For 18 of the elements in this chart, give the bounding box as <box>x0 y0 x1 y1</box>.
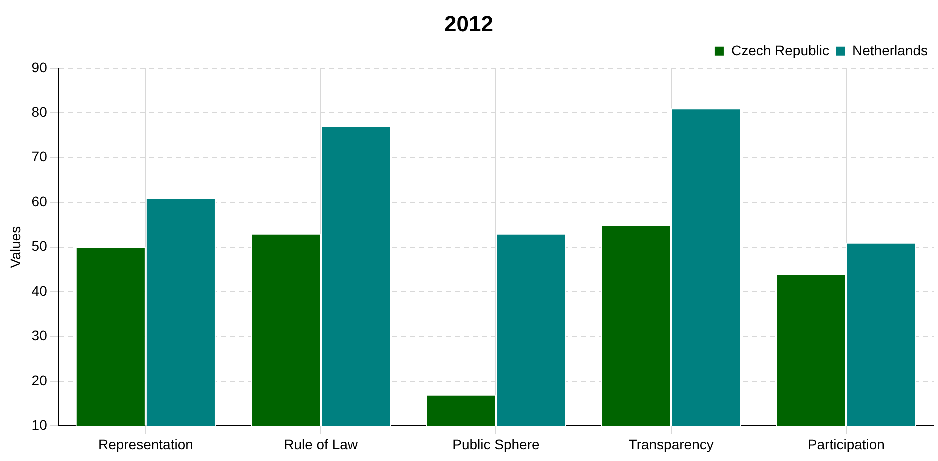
x-tick-label: Participation <box>808 436 885 452</box>
y-tick-label: 20 <box>32 372 48 388</box>
legend-label: Czech Republic <box>731 42 830 58</box>
y-tick-label: 60 <box>32 193 48 210</box>
y-tick-label: 10 <box>32 417 48 434</box>
y-tick-label: 50 <box>32 238 48 254</box>
y-tick-label: 90 <box>32 59 48 76</box>
y-tick-label: 70 <box>32 148 48 165</box>
y-tick-label: 80 <box>32 104 48 120</box>
chart-title: 2012 <box>444 11 494 36</box>
legend-label: Netherlands <box>852 42 928 58</box>
x-tick-label: Representation <box>98 436 194 452</box>
y-tick-label: 30 <box>32 328 48 344</box>
x-tick-label: Public Sphere <box>452 436 540 452</box>
x-tick-label: Rule of Law <box>284 436 359 452</box>
x-tick-label: Transparency <box>628 436 714 452</box>
y-tick-label: 40 <box>32 282 48 299</box>
y-axis-title: Values <box>7 226 24 268</box>
